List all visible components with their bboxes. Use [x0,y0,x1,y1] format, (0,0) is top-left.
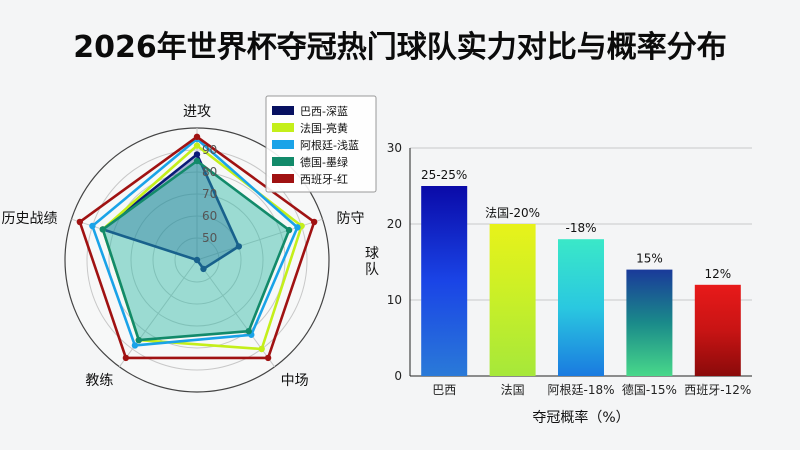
radar-point [235,243,243,250]
y-tick-label: 20 [387,217,402,231]
radar-point [294,224,301,231]
legend-box [265,95,377,193]
legend-swatch [272,106,294,115]
bar-4 [694,284,741,376]
bar-data-label: 25-25% [421,168,467,182]
y-axis-label: 球队 [365,246,379,278]
radar-tick-label: 80 [202,165,217,179]
bar-data-label: 法国-20% [485,206,540,220]
radar-point [245,327,252,335]
radar-dimension-label: 中场 [281,373,309,389]
bar-2 [558,239,604,376]
radar-tick-label: 50 [202,231,217,245]
legend-entry: 法国-亮黄 [300,121,348,135]
radar-point [264,354,272,362]
legend-swatch [272,140,294,149]
legend-entry: 巴西-深蓝 [300,105,348,118]
radar-tick-label: 60 [202,209,217,223]
y-tick-label: 10 [387,293,402,307]
radar-point [193,157,201,165]
radar-point [193,256,201,264]
radar-point [310,218,318,226]
radar-point [76,218,84,226]
radar-point [285,226,293,234]
legend-entry: 西班牙-红 [300,173,348,186]
radar-point [258,345,265,353]
legend-swatch [272,174,294,183]
radar-tick-label: 70 [202,187,217,201]
x-axis-label: 夺冠概率（%） [532,409,629,426]
radar-dimension-label: 进攻 [183,104,211,120]
x-tick-label: 法国 [501,383,525,397]
bar-0 [421,186,468,376]
radar-point [135,336,143,344]
radar-tick-label: 90 [202,143,217,157]
radar-dimension-label: 防守 [337,211,365,227]
radar-point [193,151,201,158]
radar-series-3 [101,159,291,342]
x-tick-label: 西班牙-12% [684,383,751,397]
radar-point [193,142,201,149]
legend-swatch [272,157,294,166]
bar-data-label: 15% [636,252,663,266]
bar-data-label: 12% [704,267,731,281]
radar-spoke [119,259,198,368]
radar-point [122,354,130,362]
bar-data-label: -18% [565,221,596,235]
bar-1 [489,224,536,376]
radar-point [200,265,207,273]
legend-entry: 德国-墨绿 [300,155,348,169]
legend-entry: 阿根廷-浅蓝 [300,138,359,152]
legend-swatch [272,123,294,132]
radar-series-1 [101,144,303,351]
page-title: 2026年世界杯夺冠热门球队实力对比与概率分布 [73,30,727,65]
y-tick-label: 0 [394,369,402,383]
x-tick-label: 巴西 [432,383,456,397]
radar-dimension-label: 历史战绩 [1,211,57,227]
radar-point [131,342,139,349]
radar-point [89,222,96,230]
x-tick-label: 德国-15% [622,382,677,397]
y-tick-label: 30 [387,141,402,155]
radar-point [193,133,201,140]
x-tick-label: 阿根廷-18% [547,383,614,397]
radar-series-2 [91,137,299,347]
radar-point [99,226,107,233]
bar-3 [626,269,673,376]
radar-dimension-label: 教练 [85,373,113,389]
radar-series-4 [78,135,316,360]
